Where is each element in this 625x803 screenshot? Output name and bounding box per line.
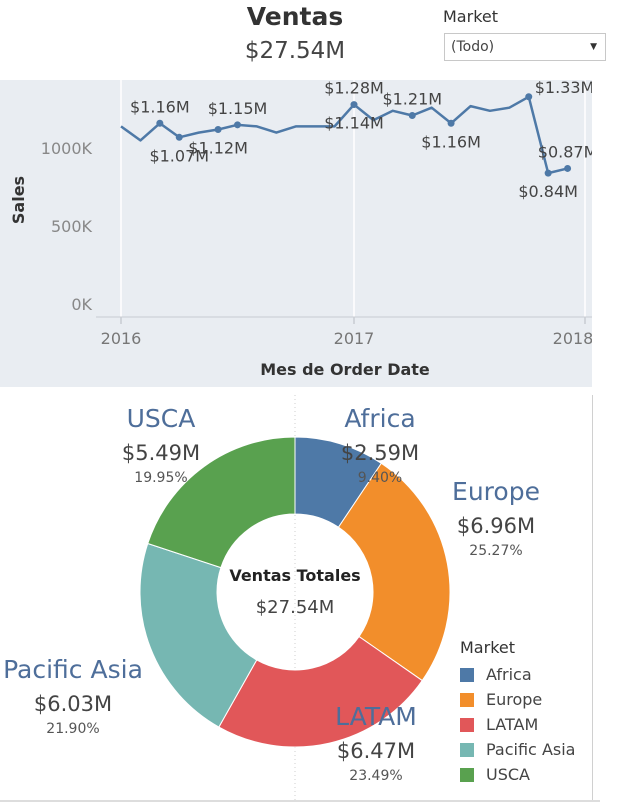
data-label: $1.33M	[535, 80, 592, 97]
slice-value-europe: $6.96M	[457, 514, 535, 538]
slice-value-usca: $5.49M	[122, 441, 200, 465]
donut-slice-europe[interactable]	[337, 462, 451, 682]
data-label: $1.14M	[324, 114, 384, 133]
legend-swatch	[460, 767, 474, 782]
data-point[interactable]	[447, 119, 455, 127]
x-tick-label: 2017	[334, 329, 375, 348]
slice-percent-pacific-asia: 21.90%	[46, 721, 99, 737]
legend-swatch	[460, 717, 474, 732]
data-label: $1.16M	[130, 97, 190, 116]
data-label: $1.15M	[208, 99, 268, 118]
slice-name-usca: USCA	[127, 404, 196, 433]
market-filter-value: (Todo)	[451, 39, 495, 55]
data-point[interactable]	[350, 101, 358, 109]
dashboard-title: Ventas	[246, 2, 344, 31]
market-donut-chart: Africa $2.59M 9.40% Europe $6.96M 25.27% LATAM…	[3, 395, 540, 800]
slice-name-africa: Africa	[344, 404, 415, 433]
market-filter-dropdown[interactable]: (Todo) ▼	[444, 33, 606, 61]
x-tick-label: 2018	[553, 329, 592, 348]
legend-item-europe[interactable]: Europe	[460, 687, 575, 712]
data-label: $1.16M	[421, 132, 481, 151]
slice-value-latam: $6.47M	[337, 739, 415, 763]
legend-label: LATAM	[486, 714, 539, 734]
legend-label: Africa	[486, 664, 532, 684]
legend-label: USCA	[486, 764, 530, 784]
data-point[interactable]	[525, 93, 533, 101]
donut-slice-latam[interactable]	[218, 635, 423, 748]
sales-line-chart-panel: 2016 2017 2018 0K 500K 1000K Mes de Order Date…	[0, 80, 592, 387]
legend-item-africa[interactable]: Africa	[460, 662, 575, 687]
data-point[interactable]	[234, 121, 241, 129]
legend-swatch	[460, 742, 474, 757]
slice-percent-latam: 23.49%	[349, 768, 402, 784]
legend-swatch	[460, 692, 474, 707]
data-point[interactable]	[214, 126, 222, 134]
data-point[interactable]	[175, 133, 183, 141]
legend-swatch	[460, 667, 474, 682]
x-tick-label: 2016	[101, 329, 142, 348]
market-filter-label: Market	[443, 7, 498, 26]
data-point[interactable]	[156, 119, 164, 127]
data-label: $1.28M	[324, 80, 384, 98]
legend-label: Pacific Asia	[486, 739, 576, 759]
x-axis-title: Mes de Order Date	[260, 360, 430, 379]
legend-item-usca[interactable]: USCA	[460, 762, 575, 787]
legend-item-pacific-asia[interactable]: Pacific Asia	[460, 737, 575, 762]
data-point[interactable]	[564, 164, 572, 172]
slice-value-africa: $2.59M	[341, 441, 419, 465]
market-donut-chart-panel: Africa $2.59M 9.40% Europe $6.96M 25.27% LATAM…	[0, 395, 593, 800]
legend-title: Market	[460, 638, 515, 657]
data-point[interactable]	[408, 111, 416, 119]
slice-name-latam: LATAM	[335, 702, 417, 731]
data-label: $1.07M	[149, 146, 209, 165]
slice-percent-africa: 9.40%	[358, 470, 402, 486]
slice-percent-europe: 25.27%	[469, 543, 522, 559]
donut-center-value: $27.54M	[256, 597, 335, 618]
y-tick-label: 1000K	[41, 139, 93, 158]
legend-item-latam[interactable]: LATAM	[460, 712, 575, 737]
chevron-down-icon[interactable]: ▼	[590, 42, 597, 52]
slice-percent-usca: 19.95%	[134, 470, 187, 486]
slice-name-pacific-asia: Pacific Asia	[3, 655, 143, 684]
donut-slice-usca[interactable]	[147, 436, 296, 569]
data-label: $0.87M	[538, 142, 592, 161]
sales-line-chart: 2016 2017 2018 0K 500K 1000K Mes de Order Date…	[9, 80, 592, 379]
donut-center-label: Ventas Totales	[229, 566, 360, 585]
data-label: $1.21M	[382, 89, 442, 108]
bottom-divider	[0, 800, 600, 802]
data-label: $0.84M	[518, 182, 578, 201]
data-point[interactable]	[544, 169, 552, 177]
y-axis-title: Sales	[9, 176, 28, 224]
slice-name-europe: Europe	[452, 477, 540, 506]
sales-series-line	[120, 95, 568, 175]
data-label: $1.12M	[188, 139, 248, 158]
donut-slice-pacific-asia[interactable]	[139, 542, 258, 728]
market-legend: Market Africa Europe LATAM Pacific Asia USCA	[460, 638, 575, 787]
slice-value-pacific-asia: $6.03M	[34, 692, 112, 716]
total-sales-value: $27.54M	[244, 38, 346, 64]
legend-label: Europe	[486, 689, 543, 709]
y-tick-label: 500K	[51, 217, 93, 236]
y-tick-label: 0K	[71, 295, 92, 314]
